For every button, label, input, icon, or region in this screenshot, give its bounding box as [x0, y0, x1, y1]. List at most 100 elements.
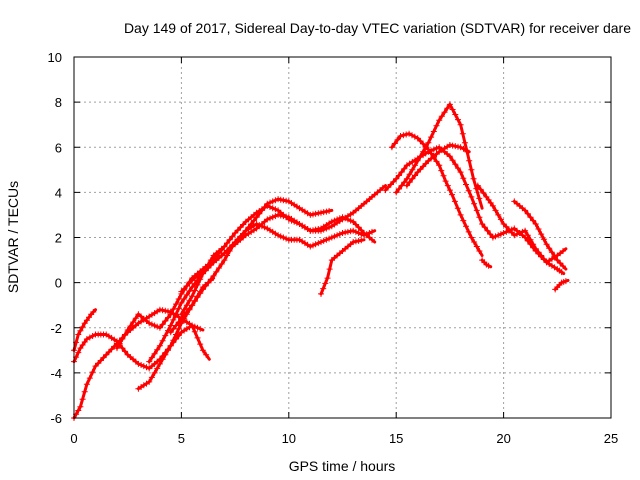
data-point	[127, 323, 134, 330]
data-point	[194, 324, 201, 331]
data-point	[420, 163, 427, 170]
data-point	[197, 276, 204, 283]
data-point	[272, 213, 279, 220]
data-point	[154, 365, 161, 372]
data-point	[473, 243, 480, 250]
data-point	[560, 263, 566, 270]
data-point	[519, 228, 526, 235]
data-point	[77, 327, 84, 334]
data-point	[350, 218, 357, 225]
data-point	[522, 227, 529, 234]
data-point	[511, 232, 518, 239]
series-track	[552, 278, 570, 293]
data-point	[181, 296, 188, 302]
data-point	[264, 216, 271, 223]
data-point	[156, 342, 163, 349]
data-point	[476, 195, 483, 202]
data-point	[323, 236, 330, 243]
data-point	[148, 354, 155, 361]
data-point	[446, 142, 453, 148]
y-axis-title: SDTVAR / TECUs	[5, 181, 21, 293]
data-point	[226, 236, 233, 243]
data-point	[275, 232, 282, 239]
data-point	[79, 324, 86, 330]
data-point	[324, 275, 331, 282]
y-tick-label: -4	[50, 366, 62, 381]
data-point	[267, 199, 273, 206]
data-point	[476, 214, 483, 221]
data-point	[558, 269, 565, 276]
data-point	[275, 196, 282, 203]
data-point	[497, 231, 504, 238]
x-tick-label: 15	[389, 431, 403, 446]
data-point	[162, 307, 169, 314]
data-point	[446, 101, 453, 108]
data-point	[497, 216, 504, 223]
data-point	[391, 140, 398, 147]
data-point	[194, 281, 201, 288]
data-point	[347, 228, 354, 235]
data-point	[326, 208, 333, 214]
data-point	[253, 214, 260, 221]
data-point	[92, 363, 99, 370]
data-point	[269, 214, 276, 221]
x-tick-label: 0	[70, 431, 77, 446]
data-point	[395, 186, 402, 192]
data-point	[451, 198, 458, 205]
data-point	[393, 175, 400, 182]
data-point	[532, 245, 539, 252]
data-point	[489, 202, 496, 209]
data-point	[522, 207, 529, 214]
data-point	[355, 230, 362, 236]
x-tick-label: 5	[178, 431, 185, 446]
data-point	[97, 357, 104, 364]
data-point	[487, 231, 494, 238]
data-point	[414, 157, 421, 164]
data-point	[318, 239, 324, 245]
data-point	[116, 340, 123, 347]
data-point	[312, 241, 319, 248]
data-point	[433, 158, 440, 165]
series-track	[403, 142, 471, 189]
data-point	[441, 109, 448, 116]
data-point	[148, 321, 155, 328]
data-point	[395, 172, 402, 179]
data-point	[240, 230, 247, 237]
data-point	[140, 363, 147, 370]
data-point	[183, 292, 190, 298]
data-point	[75, 331, 82, 338]
series-line	[147, 184, 387, 364]
data-point	[250, 217, 257, 224]
data-point	[237, 233, 244, 240]
data-point	[459, 130, 466, 137]
data-point	[173, 322, 179, 329]
data-point	[77, 403, 84, 410]
data-point	[334, 232, 341, 239]
data-point	[557, 260, 564, 267]
data-point	[530, 241, 537, 248]
data-point	[95, 360, 102, 367]
y-tick-label: -6	[50, 411, 62, 426]
data-point	[130, 319, 137, 326]
data-point	[369, 236, 375, 243]
data-point	[412, 172, 418, 179]
data-point	[181, 285, 188, 292]
series-track	[146, 184, 387, 365]
y-tick-label: 4	[55, 185, 62, 200]
data-point	[401, 179, 408, 186]
data-point	[234, 236, 241, 243]
data-point	[170, 316, 177, 323]
data-point	[468, 234, 475, 241]
data-point	[175, 296, 182, 302]
data-point	[366, 230, 373, 236]
data-point	[350, 227, 357, 234]
data-point	[310, 211, 316, 218]
data-point	[532, 221, 539, 227]
grid	[74, 57, 611, 418]
data-point	[256, 222, 263, 229]
data-point	[461, 139, 468, 146]
data-point	[146, 320, 153, 327]
data-point	[535, 226, 542, 232]
data-point	[540, 236, 547, 243]
